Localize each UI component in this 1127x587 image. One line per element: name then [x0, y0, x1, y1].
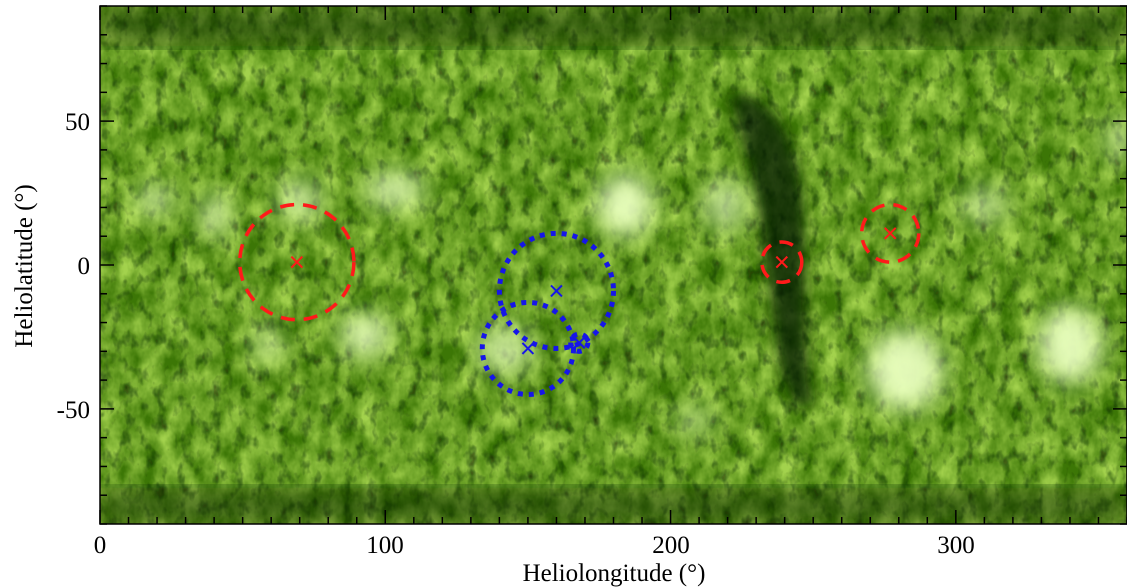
blue-region-circle: [479, 299, 577, 398]
blue-region-circle: [496, 230, 617, 351]
red-x-marker: [775, 255, 789, 269]
x-tick-label: 0: [94, 532, 107, 559]
x-axis-title: Heliolongitude (°): [523, 560, 706, 587]
y-tick-label: 50: [65, 109, 90, 136]
red-region-circle: [859, 202, 921, 264]
synoptic-map: [100, 6, 1127, 524]
blue-region-circle: [568, 331, 591, 354]
blue-x-marker: [521, 342, 535, 355]
y-tick-labels: 50 0 -50: [57, 109, 90, 424]
red-x-marker: [884, 227, 897, 240]
blue-x-marker: [550, 284, 563, 298]
red-region-circle: [760, 240, 804, 285]
blue-x-marker: [573, 336, 586, 349]
red-x-marker: [290, 255, 304, 269]
axis-ticks: [99, 5, 1127, 525]
x-tick-label: 300: [937, 532, 975, 559]
y-axis-title: Heliolatitude (°): [11, 184, 38, 347]
x-tick-label: 100: [366, 532, 404, 559]
red-region-circle: [238, 202, 356, 322]
y-tick-label: -50: [57, 397, 90, 424]
x-tick-labels: 0 100 200 300: [94, 532, 975, 559]
x-tick-label: 200: [652, 532, 690, 559]
y-tick-label: 0: [78, 253, 91, 280]
markers-layer: [238, 202, 921, 398]
